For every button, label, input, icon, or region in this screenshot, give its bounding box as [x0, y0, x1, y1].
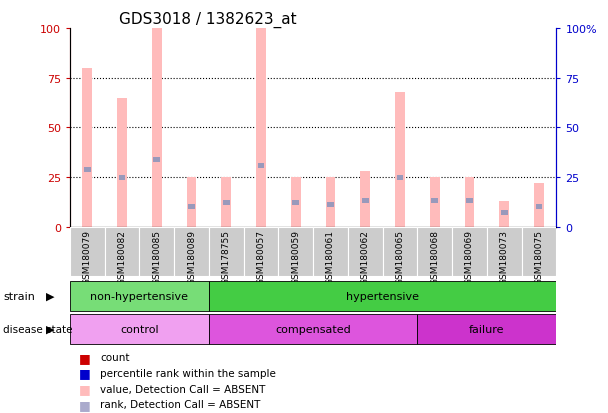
Bar: [326, 178, 336, 227]
Bar: [174, 227, 209, 277]
Bar: [534, 183, 544, 227]
Text: strain: strain: [3, 291, 35, 301]
Bar: [256, 29, 266, 227]
Bar: [487, 227, 522, 277]
Bar: [70, 315, 209, 344]
Text: GSM180073: GSM180073: [500, 230, 509, 285]
Bar: [361, 172, 370, 227]
Text: rank, Detection Call = ABSENT: rank, Detection Call = ABSENT: [100, 399, 261, 409]
Bar: [209, 227, 244, 277]
Bar: [417, 315, 556, 344]
Bar: [209, 315, 417, 344]
Bar: [70, 282, 209, 311]
Text: GSM180089: GSM180089: [187, 230, 196, 285]
Text: hypertensive: hypertensive: [346, 291, 419, 301]
Text: GSM178755: GSM178755: [222, 230, 231, 285]
Text: ■: ■: [79, 382, 91, 395]
Bar: [188, 205, 195, 210]
Bar: [70, 227, 105, 277]
Text: ■: ■: [79, 351, 91, 364]
Text: GSM180059: GSM180059: [291, 230, 300, 285]
Text: ■: ■: [79, 398, 91, 411]
Bar: [431, 199, 438, 204]
Text: GSM180065: GSM180065: [395, 230, 404, 285]
Bar: [119, 175, 125, 180]
Bar: [83, 69, 92, 227]
Bar: [221, 178, 231, 227]
Text: GSM180062: GSM180062: [361, 230, 370, 285]
Text: GDS3018 / 1382623_at: GDS3018 / 1382623_at: [119, 12, 296, 28]
Bar: [291, 178, 300, 227]
Bar: [430, 178, 440, 227]
Text: ▶: ▶: [46, 324, 54, 334]
Text: count: count: [100, 352, 130, 362]
Bar: [536, 205, 542, 210]
Bar: [348, 227, 382, 277]
Text: disease state: disease state: [3, 324, 72, 334]
Bar: [187, 178, 196, 227]
Text: GSM180061: GSM180061: [326, 230, 335, 285]
Bar: [417, 227, 452, 277]
Text: GSM180069: GSM180069: [465, 230, 474, 285]
Text: GSM180079: GSM180079: [83, 230, 92, 285]
Bar: [362, 199, 368, 204]
Text: value, Detection Call = ABSENT: value, Detection Call = ABSENT: [100, 384, 266, 394]
Bar: [84, 167, 91, 172]
Bar: [209, 282, 556, 311]
Text: ▶: ▶: [46, 291, 54, 301]
Text: control: control: [120, 324, 159, 335]
Bar: [465, 178, 474, 227]
Bar: [292, 201, 299, 206]
Bar: [396, 175, 403, 180]
Bar: [499, 202, 509, 227]
Text: GSM180082: GSM180082: [117, 230, 126, 285]
Bar: [117, 98, 127, 227]
Text: GSM180085: GSM180085: [152, 230, 161, 285]
Bar: [244, 227, 278, 277]
Text: non-hypertensive: non-hypertensive: [91, 291, 188, 301]
Bar: [153, 157, 160, 162]
Bar: [327, 203, 334, 208]
Bar: [139, 227, 174, 277]
Bar: [466, 199, 473, 204]
Bar: [522, 227, 556, 277]
Text: compensated: compensated: [275, 324, 351, 335]
Bar: [313, 227, 348, 277]
Text: GSM180068: GSM180068: [430, 230, 439, 285]
Bar: [452, 227, 487, 277]
Bar: [223, 201, 230, 206]
Text: failure: failure: [469, 324, 505, 335]
Bar: [395, 93, 405, 227]
Bar: [278, 227, 313, 277]
Bar: [105, 227, 139, 277]
Text: GSM180075: GSM180075: [534, 230, 544, 285]
Text: GSM180057: GSM180057: [257, 230, 266, 285]
Bar: [501, 211, 508, 216]
Bar: [152, 29, 162, 227]
Bar: [382, 227, 417, 277]
Text: ■: ■: [79, 366, 91, 380]
Text: percentile rank within the sample: percentile rank within the sample: [100, 368, 276, 378]
Bar: [258, 163, 264, 168]
